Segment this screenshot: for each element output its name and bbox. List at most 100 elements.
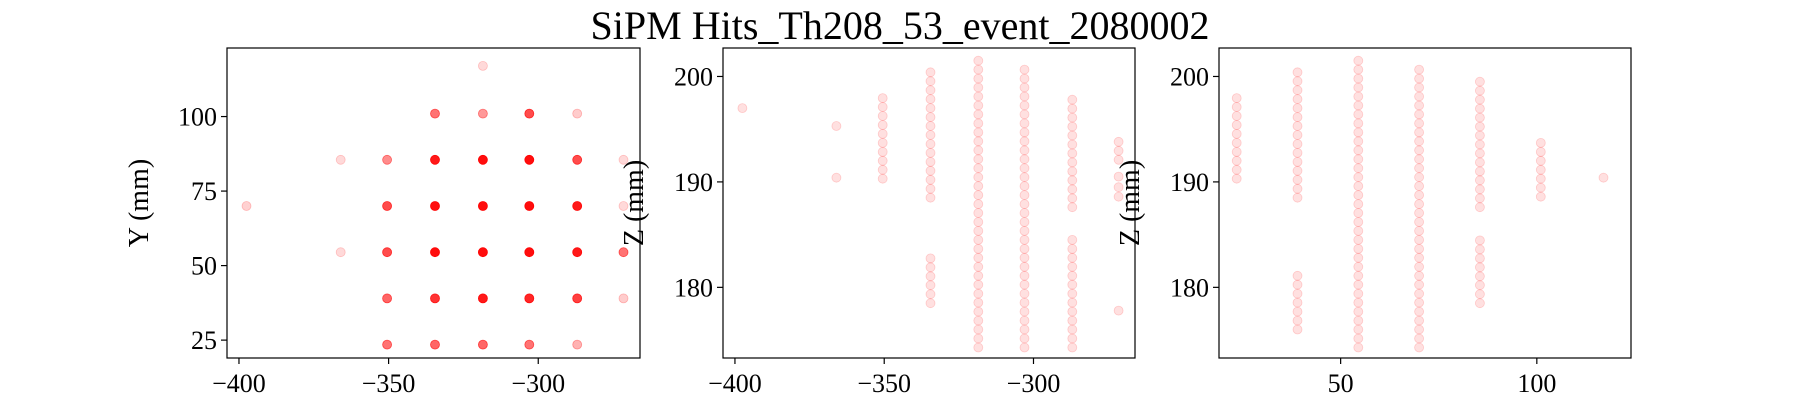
data-point <box>1414 82 1424 93</box>
data-point <box>973 315 984 326</box>
figure-title: SiPM Hits_Th208_53_event_2080002 <box>590 3 1210 48</box>
data-point <box>831 172 842 183</box>
y-tick-label: 190 <box>674 168 713 197</box>
data-point <box>1475 130 1485 141</box>
data-point <box>1231 102 1242 112</box>
data-point <box>572 201 583 211</box>
data-point <box>1414 127 1424 138</box>
data-point <box>1019 145 1030 156</box>
data-point <box>1019 252 1030 263</box>
data-point <box>1113 136 1124 147</box>
data-point <box>1353 252 1364 263</box>
data-point <box>1414 199 1424 210</box>
data-point <box>1292 94 1303 104</box>
data-point <box>973 190 984 201</box>
data-point <box>973 243 984 254</box>
data-point <box>1019 190 1030 201</box>
axes-frame <box>226 47 641 359</box>
data-point <box>1292 103 1303 113</box>
data-point <box>925 76 936 87</box>
data-point <box>877 111 888 121</box>
data-point <box>877 93 888 103</box>
data-point <box>1414 315 1424 326</box>
data-point <box>1067 243 1078 254</box>
data-point <box>1475 244 1485 255</box>
data-point <box>524 339 535 350</box>
data-point <box>1067 297 1078 308</box>
data-point <box>430 154 440 165</box>
data-point <box>335 154 346 165</box>
data-point <box>973 234 984 245</box>
data-point <box>1019 333 1030 344</box>
y-tick-label: 100 <box>178 103 217 132</box>
data-point <box>1067 148 1078 159</box>
data-point <box>1067 315 1078 326</box>
data-point <box>382 247 393 258</box>
data-point <box>1353 82 1364 93</box>
data-point <box>877 164 888 175</box>
data-point <box>925 253 936 264</box>
data-point <box>1231 173 1242 184</box>
data-point <box>877 128 888 139</box>
data-point <box>335 247 346 258</box>
data-point <box>1598 172 1609 183</box>
data-point <box>1067 234 1078 245</box>
data-point <box>1414 100 1424 111</box>
data-point <box>1475 139 1485 150</box>
data-point <box>1353 163 1364 174</box>
data-point <box>572 293 583 304</box>
data-point <box>973 252 984 263</box>
data-point <box>1535 137 1546 148</box>
data-point <box>1353 333 1364 344</box>
data-point <box>1292 112 1303 122</box>
data-point <box>618 154 629 165</box>
data-point <box>1067 139 1078 150</box>
data-point <box>1292 147 1303 158</box>
data-point <box>1019 73 1030 84</box>
data-point <box>1113 305 1124 316</box>
data-point <box>1475 253 1485 264</box>
data-point <box>1019 243 1030 254</box>
data-point <box>524 293 535 304</box>
data-point <box>572 108 583 119</box>
data-point <box>1019 172 1030 183</box>
data-point <box>1475 112 1485 123</box>
data-point <box>973 109 984 120</box>
data-point <box>925 298 936 309</box>
data-point <box>973 199 984 210</box>
data-point <box>524 108 535 119</box>
data-point <box>1475 298 1485 309</box>
data-point <box>1414 252 1424 263</box>
data-point <box>973 225 984 236</box>
data-point <box>1292 67 1303 78</box>
data-point <box>1475 193 1485 204</box>
data-point <box>477 108 488 119</box>
data-point <box>1067 252 1078 263</box>
data-point <box>973 279 984 290</box>
data-point <box>1414 145 1424 156</box>
data-point <box>477 247 488 258</box>
data-point <box>973 261 984 272</box>
data-point <box>1231 155 1242 166</box>
data-point <box>1019 342 1030 353</box>
data-point <box>1414 136 1424 147</box>
data-point <box>925 130 936 140</box>
data-point <box>925 139 936 149</box>
data-point <box>925 262 936 273</box>
data-point <box>1475 157 1485 168</box>
data-point <box>477 154 488 165</box>
data-point <box>1231 93 1242 103</box>
data-point <box>1019 100 1030 111</box>
data-point <box>241 201 252 211</box>
data-point <box>1475 148 1485 159</box>
data-point <box>1353 100 1364 111</box>
data-point <box>1292 139 1303 149</box>
data-point <box>477 339 488 350</box>
data-point <box>1067 130 1078 141</box>
data-point <box>1475 103 1485 114</box>
data-points <box>1231 55 1609 353</box>
data-point <box>1019 118 1030 129</box>
data-point <box>973 297 984 308</box>
data-point <box>877 120 888 130</box>
x-tick-label: −400 <box>708 369 762 398</box>
